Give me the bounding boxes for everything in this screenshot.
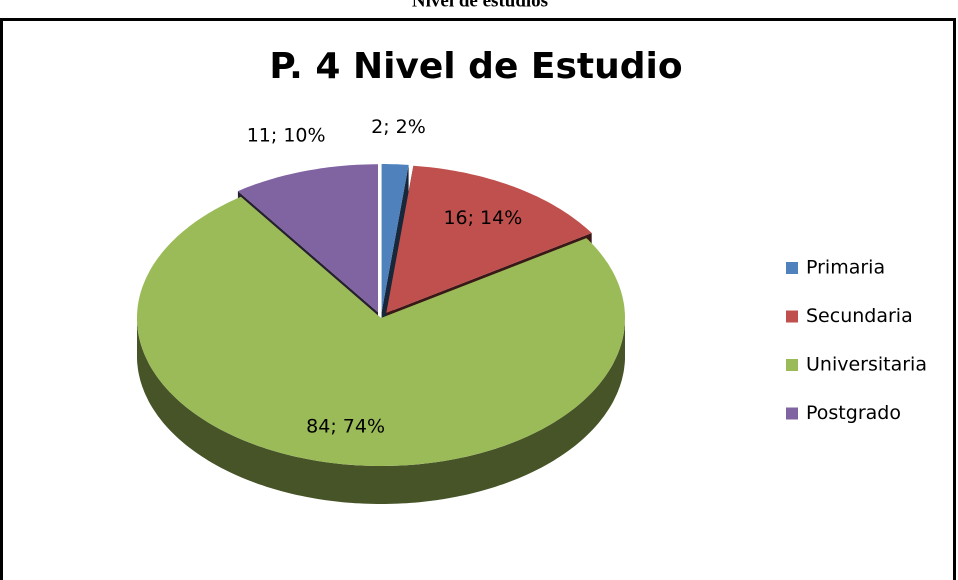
legend-label: Universitaria — [806, 354, 927, 376]
chart-title: P. 4 Nivel de Estudio — [269, 46, 682, 87]
legend-label: Secundaria — [806, 305, 913, 327]
data-label: 84; 74% — [306, 415, 385, 437]
slice — [386, 165, 592, 313]
data-label: 2; 2% — [371, 116, 426, 138]
slice — [137, 196, 625, 467]
data-label: 11; 10% — [247, 124, 326, 146]
legend-swatch — [786, 359, 798, 371]
caption: Nivel de estudios — [412, 0, 548, 11]
legend-label: Postgrado — [806, 402, 901, 424]
data-label: 16; 14% — [443, 207, 522, 229]
legend-swatch — [786, 310, 798, 323]
legend-label: Primaria — [806, 257, 885, 279]
pie: 2; 2% 16; 14% 84; 74% 11; 10% — [137, 116, 625, 504]
slice — [237, 164, 378, 313]
slice-side — [137, 318, 625, 504]
slice — [381, 164, 409, 312]
legend-swatch — [786, 262, 798, 274]
legend-swatch — [786, 407, 798, 420]
legend: Primaria Secundaria Universitaria Postgrado — [786, 257, 927, 424]
